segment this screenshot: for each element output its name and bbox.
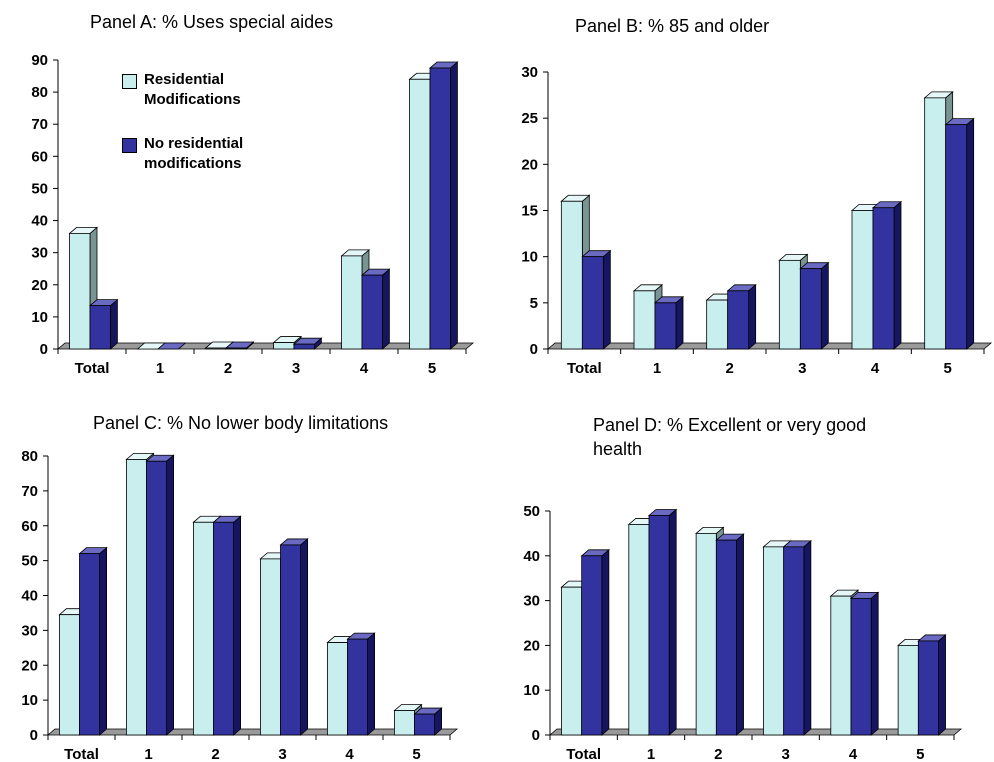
x-category-label: 3 <box>278 746 286 762</box>
bar-no-residential <box>156 342 187 350</box>
y-tick-label: 25 <box>521 110 538 127</box>
y-tick-label: 20 <box>31 277 48 294</box>
bar-no-residential <box>849 591 880 736</box>
x-category-label: Total <box>566 746 601 762</box>
y-tick-label: 20 <box>521 156 538 173</box>
bar-no-residential <box>917 634 947 736</box>
x-category-label: 2 <box>211 746 219 762</box>
y-tick-label: 40 <box>21 588 38 605</box>
y-tick-label: 60 <box>21 518 38 535</box>
panel-c-title: Panel C: % No lower body limitations <box>93 413 389 433</box>
y-tick-label: 50 <box>31 180 48 197</box>
y-tick-label: 0 <box>530 341 538 358</box>
bar-no-residential <box>279 538 309 736</box>
y-tick-label: 50 <box>21 553 38 570</box>
bar-no-residential <box>428 61 459 350</box>
y-tick-label: 15 <box>521 203 538 220</box>
y-tick-label: 30 <box>523 593 540 610</box>
x-category-label: Total <box>64 746 99 762</box>
bar-no-residential <box>224 341 255 350</box>
x-category-label: 2 <box>224 360 232 377</box>
y-tick-label: 90 <box>31 52 48 69</box>
bar-no-residential <box>413 707 443 736</box>
y-tick-label: 20 <box>523 637 540 654</box>
bar-no-residential <box>581 249 612 350</box>
x-category-label: Total <box>567 360 602 377</box>
x-category-label: 4 <box>360 360 369 377</box>
x-category-label: 5 <box>943 360 951 377</box>
y-tick-label: 10 <box>21 692 38 709</box>
y-tick-label: 5 <box>530 295 538 312</box>
bar-no-residential <box>360 268 391 350</box>
y-tick-label: 0 <box>40 341 48 358</box>
y-tick-label: 10 <box>521 249 538 266</box>
y-tick-label: 80 <box>31 84 48 101</box>
legend-swatch-no-residential <box>122 138 137 153</box>
bar-no-residential <box>653 295 685 350</box>
bar-no-residential <box>580 548 610 736</box>
x-category-label: 3 <box>781 746 789 762</box>
bar-no-residential <box>782 539 812 736</box>
legend-label-residential: Residential Modifications <box>144 71 241 108</box>
y-tick-label: 40 <box>31 213 48 230</box>
bar-no-residential <box>346 632 376 736</box>
bar-no-residential <box>292 337 323 350</box>
bar-no-residential <box>871 200 903 350</box>
x-category-label: 3 <box>292 360 300 377</box>
bar-no-residential <box>78 546 108 736</box>
y-tick-label: 0 <box>532 727 540 744</box>
x-category-label: 5 <box>916 746 924 762</box>
x-category-label: 1 <box>647 746 655 762</box>
x-category-label: 3 <box>798 360 806 377</box>
panel-b-title: Panel B: % 85 and older <box>575 16 770 36</box>
legend-label-no-residential: No residential modifications <box>144 135 244 172</box>
x-category-label: 1 <box>156 360 164 377</box>
x-category-label: Total <box>75 360 110 377</box>
y-tick-label: 80 <box>21 448 38 465</box>
bar-no-residential <box>799 261 830 350</box>
x-category-label: 2 <box>725 360 733 377</box>
y-tick-label: 60 <box>31 148 48 165</box>
y-tick-label: 20 <box>21 657 38 674</box>
bar-no-residential <box>145 454 175 736</box>
bar-no-residential <box>212 515 242 736</box>
panel-d-title: Panel D: % Excellent or very good health <box>593 415 867 459</box>
y-tick-label: 40 <box>523 548 540 565</box>
bar-no-residential <box>647 508 678 736</box>
panel-a-title: Panel A: % Uses special aides <box>90 12 334 32</box>
x-category-label: 5 <box>428 360 436 377</box>
y-tick-label: 70 <box>31 116 48 133</box>
x-category-label: 1 <box>144 746 152 762</box>
x-category-label: 4 <box>871 360 880 377</box>
x-category-label: 4 <box>345 746 354 762</box>
y-tick-label: 0 <box>30 727 38 744</box>
y-tick-label: 30 <box>31 245 48 262</box>
bar-no-residential <box>715 533 745 736</box>
y-tick-label: 70 <box>21 483 38 500</box>
bar-no-residential <box>944 117 975 350</box>
bar-no-residential <box>726 283 757 350</box>
x-category-label: 4 <box>849 746 858 762</box>
y-tick-label: 10 <box>31 309 48 326</box>
y-tick-label: 30 <box>521 64 538 81</box>
y-tick-label: 30 <box>21 622 38 639</box>
x-category-label: 1 <box>653 360 661 377</box>
bar-no-residential <box>88 298 119 350</box>
y-tick-label: 50 <box>523 503 540 520</box>
y-tick-label: 10 <box>523 682 540 699</box>
legend-swatch-residential <box>122 74 137 89</box>
x-category-label: 5 <box>412 746 420 762</box>
x-category-label: 2 <box>714 746 722 762</box>
